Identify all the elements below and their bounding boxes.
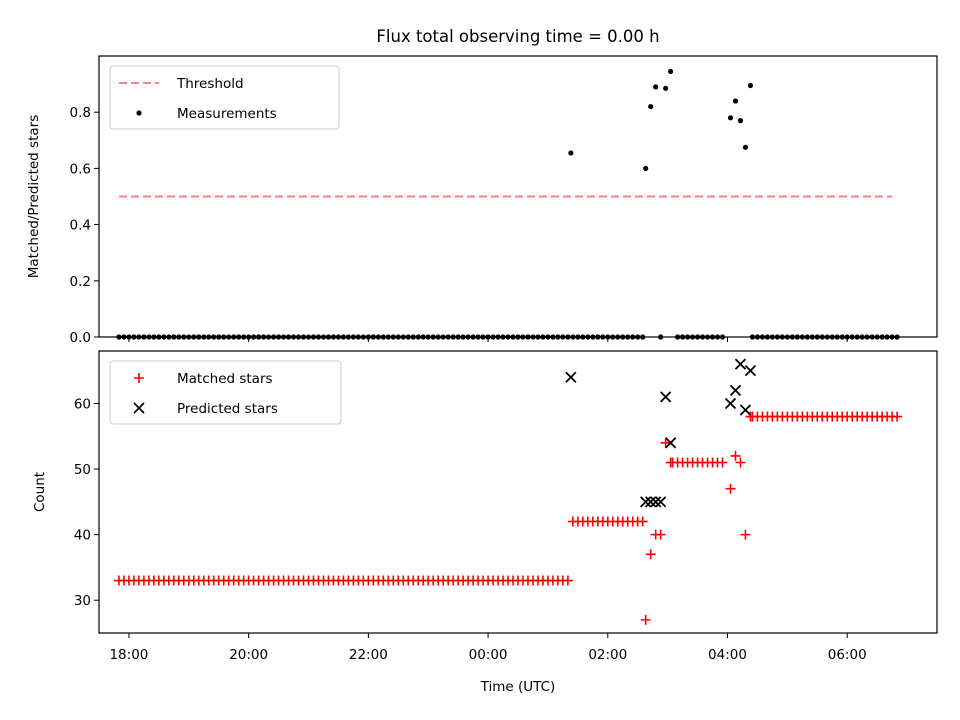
y-tick-label: 30 — [74, 593, 91, 609]
matched-star-marker — [645, 549, 656, 560]
measurement-point — [653, 84, 659, 90]
predicted-star-marker — [664, 437, 677, 449]
predicted-star-marker — [660, 391, 672, 403]
legend-label: Predicted stars — [177, 401, 278, 417]
x-tick-label: 18:00 — [109, 647, 148, 663]
matched-star-marker — [637, 516, 648, 527]
predicted-star-marker — [650, 496, 662, 508]
matched-star-marker — [745, 411, 756, 422]
y-tick-label: 0.8 — [70, 105, 91, 121]
measurement-point — [568, 150, 574, 156]
measurement-point — [732, 98, 739, 104]
y-tick-label: 0.4 — [70, 218, 91, 234]
predicted-star-marker — [744, 365, 757, 377]
legend-label: Threshold — [176, 76, 244, 92]
chart-title: Flux total observing time = 0.00 h — [376, 27, 659, 46]
matched-star-marker — [740, 529, 751, 540]
bottom-x-axis-label: Time (UTC) — [480, 679, 556, 695]
y-tick-label: 0.6 — [70, 161, 91, 177]
measurement-point — [668, 68, 674, 75]
measurement-point — [742, 144, 749, 150]
legend-label: Measurements — [177, 106, 277, 122]
legend-box — [109, 65, 340, 130]
matched-star-marker — [640, 614, 651, 625]
x-tick-label: 00:00 — [469, 647, 508, 663]
plot-frame — [98, 350, 938, 634]
legend-dot-swatch — [136, 110, 142, 116]
predicted-star-marker — [734, 358, 747, 370]
y-tick-label: 40 — [74, 528, 91, 544]
y-tick-label: 0.0 — [70, 330, 91, 346]
top-subplot: 0.0 0.2 0.4 0.6 0.8 Matched/Predicted stars Th… — [26, 55, 938, 346]
legend-box — [109, 360, 342, 425]
predicted-star-marker — [645, 496, 657, 508]
measurement-point — [663, 85, 669, 91]
predicted-star-marker — [739, 404, 752, 416]
matched-star-marker — [725, 483, 736, 494]
x-tick-label: 04:00 — [708, 647, 747, 663]
matched-star-marker — [735, 457, 746, 468]
measurement-point — [727, 115, 734, 121]
matched-star-marker — [892, 411, 903, 422]
legend-plus-swatch — [134, 373, 144, 383]
y-axis-label: Count — [32, 472, 48, 512]
y-tick-label: 50 — [74, 462, 91, 478]
matched-star-marker — [665, 457, 676, 468]
predicted-star-marker — [724, 397, 737, 410]
y-tick-label: 60 — [74, 396, 91, 412]
predicted-star-marker — [565, 371, 577, 383]
x-tick-label: 02:00 — [588, 647, 627, 663]
measurement-point — [737, 118, 744, 124]
plot-frame — [98, 55, 938, 338]
bottom-subplot: 30 40 50 60 18:00 20:00 22:00 00:00 02:00 04:00 06… — [32, 350, 938, 663]
legend-x-swatch — [133, 402, 145, 414]
measurement-point — [648, 103, 654, 110]
y-axis-label: Matched/Predicted stars — [26, 115, 42, 278]
measurement-point — [747, 82, 754, 89]
x-tick-label: 06:00 — [828, 647, 867, 663]
x-tick-label: 20:00 — [229, 647, 268, 663]
predicted-star-marker — [729, 384, 742, 396]
predicted-star-marker — [655, 496, 667, 508]
matched-star-marker — [660, 437, 671, 448]
y-tick-label: 0.2 — [70, 274, 91, 290]
matched-star-marker — [717, 457, 728, 468]
legend-label: Matched stars — [177, 371, 273, 387]
matched-star-marker — [730, 450, 741, 461]
matched-star-marker — [655, 529, 666, 540]
predicted-star-marker — [640, 496, 652, 508]
x-tick-label: 22:00 — [349, 647, 388, 663]
matched-star-marker — [562, 575, 573, 586]
measurement-point — [643, 165, 649, 171]
